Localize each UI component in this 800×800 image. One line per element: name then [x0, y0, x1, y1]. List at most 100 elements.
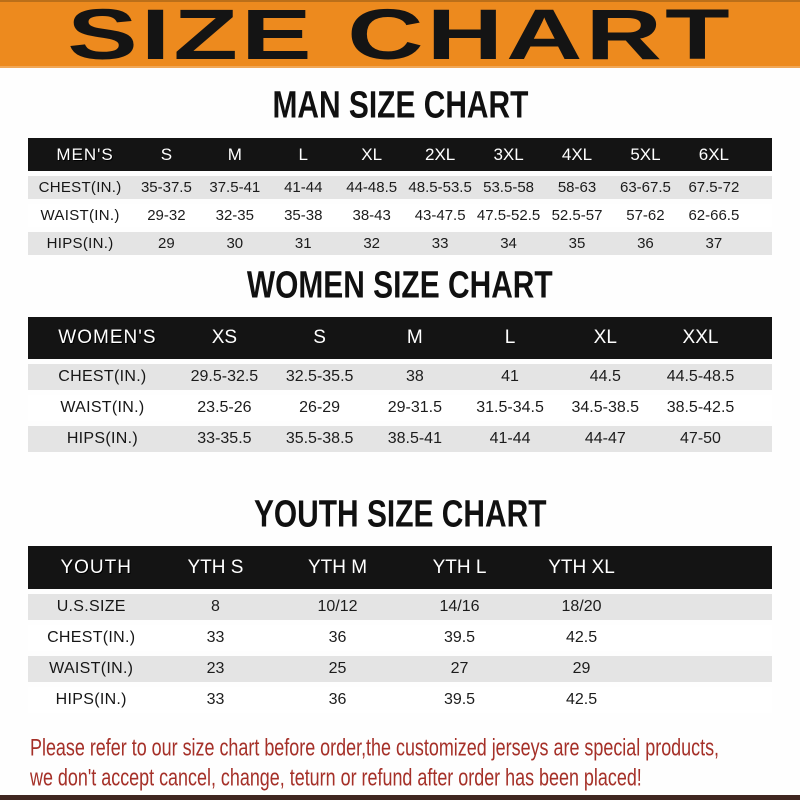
youth-section-heading: YOUTH SIZE CHART — [253, 492, 547, 536]
size-value: 10/12 — [276, 594, 399, 620]
size-value: 25 — [276, 656, 399, 682]
size-value: 14/16 — [398, 594, 521, 620]
size-value: 48.5-53.5 — [405, 176, 475, 199]
size-value: 39.5 — [398, 625, 521, 651]
size-value: 41 — [462, 364, 558, 390]
row-filler — [642, 625, 772, 651]
size-column-header: YTH XL — [520, 546, 643, 589]
banner-title: SIZE CHART — [67, 0, 733, 74]
size-column-header: M — [200, 138, 270, 171]
size-value: 58-63 — [542, 176, 612, 199]
size-column-header: 2XL — [405, 138, 475, 171]
women-table-title: WOMEN'S — [28, 317, 177, 359]
size-column-header: XL — [337, 138, 406, 171]
size-value: 37 — [679, 232, 749, 255]
row-filler — [748, 364, 772, 390]
footer-line-2: we don't accept cancel, change, teturn o… — [30, 763, 642, 791]
header-filler — [748, 317, 772, 359]
row-label: CHEST(IN.) — [28, 176, 133, 199]
size-value: 33 — [405, 232, 475, 255]
men-hips-row: HIPS(IN.) 29 30 31 32 33 34 35 36 37 — [28, 232, 772, 255]
size-value: 42.5 — [520, 687, 643, 713]
size-value: 44.5 — [557, 364, 653, 390]
youth-chest-row: CHEST(IN.) 33 36 39.5 42.5 — [28, 625, 772, 651]
size-value: 27 — [398, 656, 521, 682]
men-waist-row: WAIST(IN.) 29-32 32-35 35-38 38-43 43-47… — [28, 204, 772, 227]
header-filler — [748, 138, 772, 171]
size-column-header: 5XL — [611, 138, 680, 171]
size-value: 36 — [276, 687, 399, 713]
size-value: 39.5 — [398, 687, 521, 713]
bottom-bar — [0, 795, 800, 800]
size-column-header: M — [367, 317, 463, 359]
row-label: WAIST(IN.) — [28, 656, 155, 682]
size-value: 38 — [367, 364, 463, 390]
row-filler — [748, 204, 772, 227]
row-filler — [748, 232, 772, 255]
row-filler — [642, 594, 772, 620]
size-value: 44-48.5 — [337, 176, 406, 199]
size-value: 8 — [154, 594, 277, 620]
row-label: HIPS(IN.) — [28, 687, 155, 713]
size-value: 52.5-57 — [542, 204, 612, 227]
size-value: 53.5-58 — [474, 176, 543, 199]
men-table-header-row: MEN'S S M L XL 2XL 3XL 4XL 5XL 6XL — [28, 138, 772, 171]
youth-ussize-row: U.S.SIZE 8 10/12 14/16 18/20 — [28, 594, 772, 620]
size-column-header: XL — [557, 317, 653, 359]
size-column-header: XS — [176, 317, 273, 359]
row-label: HIPS(IN.) — [28, 232, 133, 255]
men-size-table: MEN'S S M L XL 2XL 3XL 4XL 5XL 6XL CHEST… — [28, 133, 772, 260]
size-value: 38.5-41 — [367, 426, 463, 452]
size-value: 30 — [200, 232, 270, 255]
size-value: 18/20 — [520, 594, 643, 620]
women-section: WOMEN SIZE CHART WOMEN'S XS S M L XL XXL — [0, 266, 800, 457]
size-value: 35-38 — [269, 204, 338, 227]
banner: SIZE CHART — [0, 0, 800, 74]
size-column-header: YTH S — [154, 546, 277, 589]
size-value: 43-47.5 — [405, 204, 475, 227]
size-value: 41-44 — [269, 176, 338, 199]
header-filler — [642, 546, 772, 589]
size-value: 33-35.5 — [176, 426, 273, 452]
women-waist-row: WAIST(IN.) 23.5-26 26-29 29-31.5 31.5-34… — [28, 395, 772, 421]
size-value: 33 — [154, 625, 277, 651]
size-value: 23 — [154, 656, 277, 682]
men-section-heading: MAN SIZE CHART — [272, 83, 528, 127]
size-column-header: S — [132, 138, 201, 171]
row-label: U.S.SIZE — [28, 594, 155, 620]
men-section: MAN SIZE CHART MEN'S S M L XL 2XL 3XL 4X… — [0, 83, 800, 260]
women-chest-row: CHEST(IN.) 29.5-32.5 32.5-35.5 38 41 44.… — [28, 364, 772, 390]
row-label: WAIST(IN.) — [28, 395, 177, 421]
size-value: 35 — [542, 232, 612, 255]
size-value: 33 — [154, 687, 277, 713]
size-value: 32-35 — [200, 204, 270, 227]
size-column-header: YTH L — [398, 546, 521, 589]
row-filler — [642, 656, 772, 682]
size-value: 29 — [132, 232, 201, 255]
size-column-header: 4XL — [542, 138, 612, 171]
row-filler — [748, 395, 772, 421]
footer-line-1: Please refer to our size chart before or… — [30, 733, 720, 761]
size-value: 29.5-32.5 — [176, 364, 273, 390]
size-value: 36 — [276, 625, 399, 651]
youth-section: YOUTH SIZE CHART YOUTH YTH S YTH M YTH L… — [0, 492, 800, 718]
size-value: 36 — [611, 232, 680, 255]
youth-size-table: YOUTH YTH S YTH M YTH L YTH XL U.S.SIZE … — [28, 541, 772, 718]
youth-hips-row: HIPS(IN.) 33 36 39.5 42.5 — [28, 687, 772, 713]
size-value: 37.5-41 — [200, 176, 270, 199]
size-column-header: 3XL — [474, 138, 543, 171]
size-value: 31 — [269, 232, 338, 255]
size-column-header: YTH M — [276, 546, 399, 589]
men-chest-row: CHEST(IN.) 35-37.5 37.5-41 41-44 44-48.5… — [28, 176, 772, 199]
row-label: CHEST(IN.) — [28, 364, 177, 390]
size-value: 23.5-26 — [176, 395, 273, 421]
youth-waist-row: WAIST(IN.) 23 25 27 29 — [28, 656, 772, 682]
men-table-title: MEN'S — [28, 138, 133, 171]
row-filler — [642, 687, 772, 713]
row-filler — [748, 426, 772, 452]
women-hips-row: HIPS(IN.) 33-35.5 35.5-38.5 38.5-41 41-4… — [28, 426, 772, 452]
size-value: 31.5-34.5 — [462, 395, 558, 421]
size-value: 29 — [520, 656, 643, 682]
row-label: HIPS(IN.) — [28, 426, 177, 452]
